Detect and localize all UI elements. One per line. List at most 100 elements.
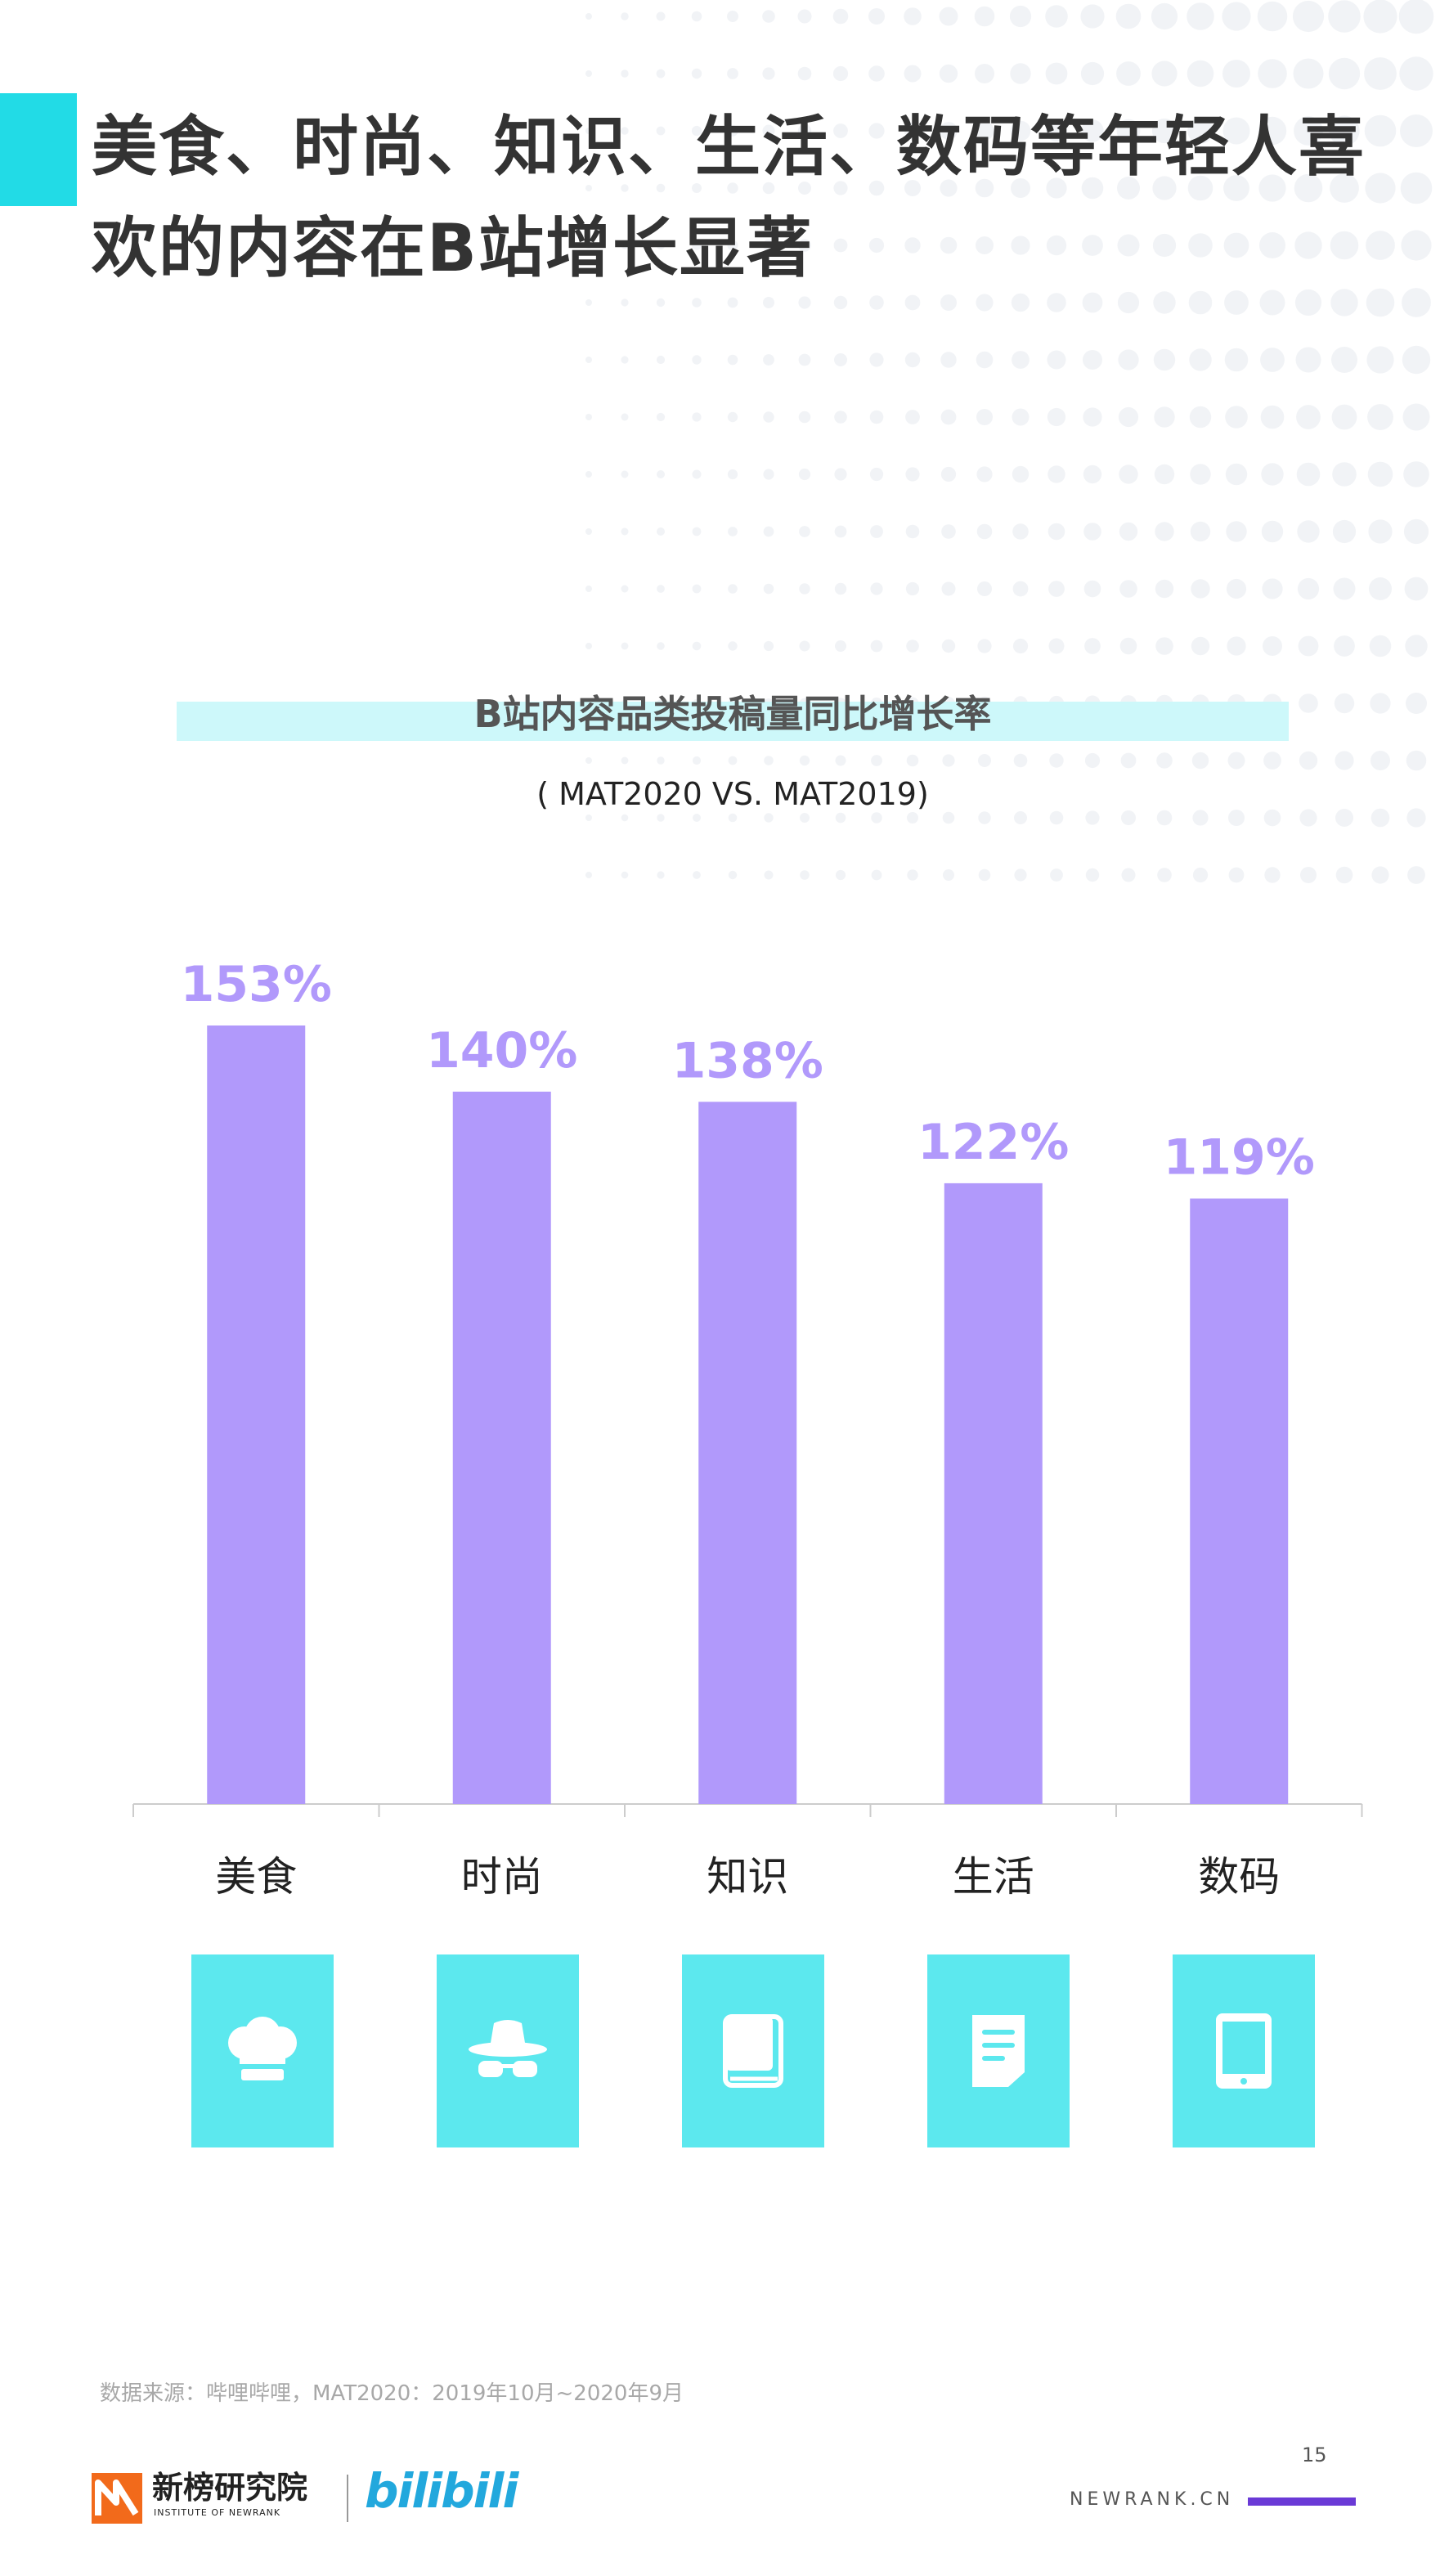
- x-tick-label: 生活: [953, 1853, 1034, 1901]
- background-dot: [1263, 809, 1281, 827]
- background-dot: [1011, 178, 1030, 198]
- background-dot: [1406, 693, 1427, 714]
- logo-divider: [347, 2475, 348, 2522]
- background-dot: [1119, 522, 1138, 541]
- background-dot: [940, 236, 958, 254]
- background-dot: [1404, 577, 1429, 601]
- background-dot: [621, 12, 629, 20]
- background-dot: [905, 524, 920, 539]
- bar: [452, 1091, 551, 1804]
- background-dot: [1261, 463, 1284, 486]
- background-dot: [904, 7, 922, 25]
- background-dot: [762, 10, 775, 23]
- background-dot: [1189, 348, 1212, 371]
- background-dot: [975, 178, 994, 198]
- bar-value-label: 140%: [426, 1022, 577, 1079]
- background-dot: [799, 755, 810, 766]
- background-dot: [1080, 4, 1105, 29]
- bar: [698, 1102, 797, 1804]
- bar: [944, 1183, 1043, 1804]
- background-dot: [1118, 406, 1139, 428]
- background-dot: [763, 411, 774, 423]
- background-dot: [1263, 752, 1281, 770]
- background-dot: [621, 871, 629, 879]
- background-dot: [1263, 636, 1282, 656]
- background-dot: [835, 812, 846, 824]
- background-dot: [869, 352, 884, 367]
- background-dot: [940, 409, 957, 425]
- background-dot: [621, 70, 629, 78]
- background-dot: [1192, 867, 1209, 883]
- background-dot: [727, 182, 738, 194]
- background-dot: [656, 126, 666, 136]
- background-dot: [904, 122, 922, 140]
- background-dot: [1401, 230, 1432, 261]
- background-dot: [800, 870, 810, 880]
- background-dot: [904, 65, 922, 83]
- background-dot: [1084, 752, 1101, 769]
- background-dot: [728, 527, 738, 536]
- background-dot: [1012, 581, 1029, 597]
- background-dot: [1187, 2, 1214, 30]
- background-dot: [1082, 235, 1103, 256]
- background-dot: [585, 299, 592, 306]
- background-dot: [1047, 407, 1066, 427]
- background-dot: [1153, 348, 1176, 371]
- background-dot: [657, 756, 665, 765]
- background-dot: [835, 755, 846, 766]
- background-dot: [1226, 521, 1247, 542]
- background-dot: [833, 123, 848, 138]
- background-dot: [870, 640, 883, 653]
- background-dot: [1403, 518, 1429, 545]
- background-dot: [1332, 462, 1357, 487]
- background-dot: [1294, 289, 1322, 316]
- background-dot: [1370, 808, 1390, 828]
- background-dot: [1297, 577, 1320, 600]
- background-dot: [1083, 523, 1101, 541]
- background-dot: [1328, 57, 1361, 90]
- background-dot: [834, 468, 847, 481]
- background-dot: [1400, 114, 1433, 147]
- background-dot: [585, 643, 592, 649]
- background-dot: [1119, 637, 1137, 655]
- background-dot: [691, 125, 702, 137]
- background-dot: [869, 295, 884, 310]
- background-dot: [834, 411, 847, 424]
- background-dot: [1369, 577, 1392, 600]
- background-dot: [1330, 289, 1358, 316]
- background-dot: [1261, 520, 1284, 543]
- background-dot: [1187, 60, 1214, 88]
- background-dot: [1151, 61, 1178, 87]
- background-dot: [1154, 406, 1175, 428]
- background-dot: [656, 183, 666, 193]
- background-dot: [1335, 751, 1354, 770]
- background-dot: [977, 581, 992, 596]
- background-dot: [621, 241, 629, 249]
- background-dot: [1335, 866, 1353, 884]
- background-dot: [657, 871, 665, 879]
- background-dot: [871, 755, 882, 766]
- background-dot: [1257, 1, 1288, 32]
- background-dot: [1334, 635, 1355, 657]
- background-dot: [905, 581, 920, 596]
- background-dot: [764, 870, 774, 880]
- category-icon-tile-food: [191, 1954, 334, 2147]
- background-dot: [834, 582, 847, 595]
- background-dot: [1402, 345, 1431, 375]
- background-dot: [1370, 751, 1390, 770]
- background-dot: [1152, 176, 1177, 200]
- background-dot: [833, 181, 848, 195]
- background-dot: [835, 640, 846, 652]
- background-dot: [833, 238, 848, 253]
- background-dot: [656, 412, 666, 422]
- background-dot: [764, 756, 774, 765]
- background-dot: [1120, 752, 1137, 769]
- background-dot: [1188, 290, 1213, 315]
- background-dot: [976, 236, 994, 254]
- background-dot: [1298, 635, 1319, 657]
- background-dot: [1223, 232, 1249, 258]
- data-source-note: 数据来源：哔哩哔哩，MAT2020：2019年10月~2020年9月: [100, 2381, 684, 2406]
- background-dot: [656, 355, 666, 365]
- background-dot: [764, 813, 774, 823]
- background-dot: [1225, 406, 1248, 429]
